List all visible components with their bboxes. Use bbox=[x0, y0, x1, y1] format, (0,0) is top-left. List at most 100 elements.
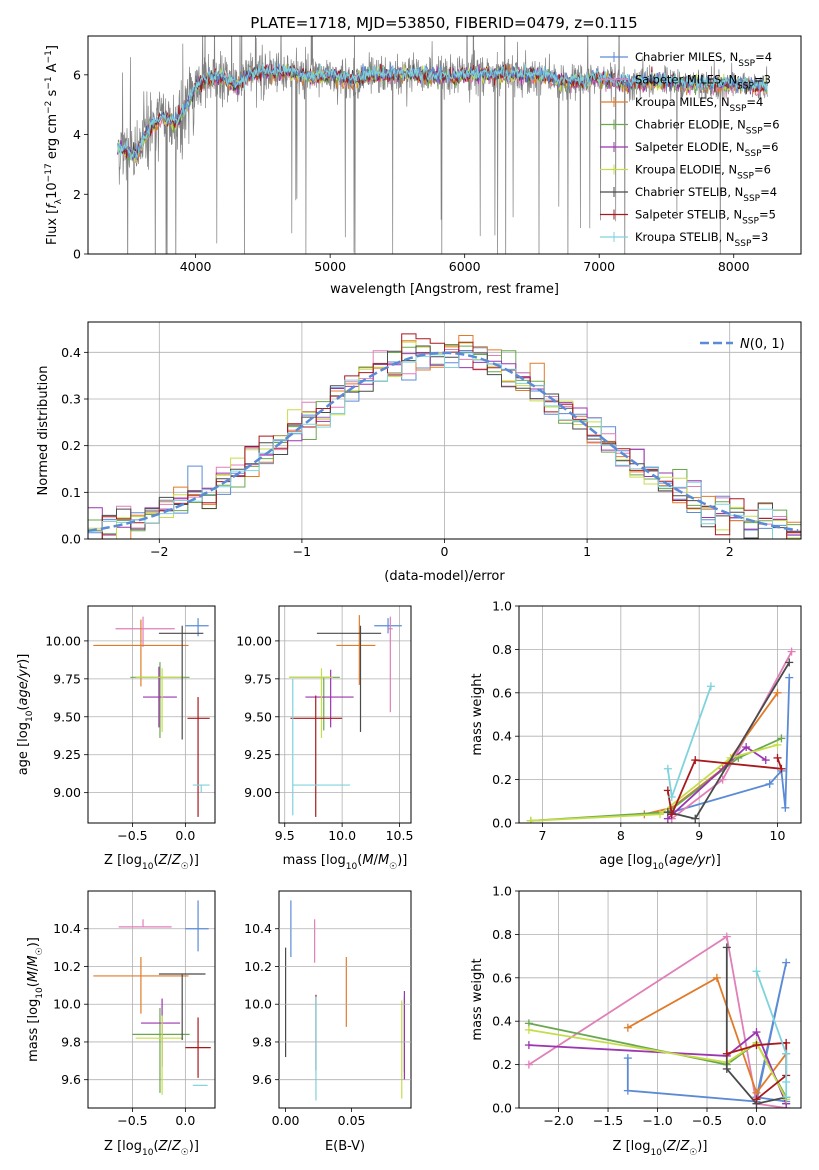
plot-area bbox=[93, 616, 210, 817]
label-part: Z [log bbox=[613, 1139, 651, 1154]
y-tick-label: 9.25 bbox=[53, 747, 81, 762]
label-part: 10 bbox=[652, 862, 664, 872]
plot-area bbox=[117, 36, 768, 254]
label-part: 10 bbox=[650, 1148, 662, 1158]
y-tick-label: 9.50 bbox=[244, 709, 272, 724]
y-axis-label: Normed distribution bbox=[36, 366, 51, 496]
axes-frame bbox=[518, 605, 802, 824]
label-part: 10 bbox=[35, 987, 45, 999]
label-part: −2 bbox=[44, 101, 54, 114]
x-tick-label: 10 bbox=[770, 828, 786, 843]
label-part: Z bbox=[666, 1139, 677, 1154]
axes-frame bbox=[278, 605, 412, 824]
y-tick-label: 10.0 bbox=[53, 997, 81, 1012]
y-tick-label: 0.2 bbox=[492, 772, 512, 787]
label-part: ☉ bbox=[181, 1148, 189, 1158]
axis-label: age [log10(age/yr)] bbox=[599, 853, 721, 872]
legend-label: Kroupa STELIB, NSSP=3 bbox=[635, 230, 768, 249]
label-part: mass [log bbox=[26, 999, 41, 1062]
label-part: Z bbox=[679, 1139, 690, 1154]
y-tick-label: 10.4 bbox=[53, 921, 81, 936]
y-tick-label: 9.75 bbox=[53, 671, 81, 686]
x-axis-label: (data-model)/error bbox=[384, 569, 505, 584]
label-part: Z bbox=[158, 853, 169, 868]
x-tick-label: 7 bbox=[539, 828, 547, 843]
y-tick-label: 0.0 bbox=[492, 1101, 512, 1116]
y-tick-label: 0.4 bbox=[61, 345, 81, 360]
x-axis-label: wavelength [Angstrom, rest frame] bbox=[330, 282, 559, 297]
legend-label: Salpeter MILES, NSSP=3 bbox=[635, 73, 771, 92]
label-part: =3 bbox=[754, 73, 771, 87]
label-part: Z bbox=[171, 853, 182, 868]
legend-label: Salpeter ELODIE, NSSP=6 bbox=[635, 140, 778, 159]
y-tick-label: 0.8 bbox=[492, 642, 512, 657]
plot-area bbox=[526, 647, 796, 823]
x-tick-label: −1.5 bbox=[593, 1113, 623, 1128]
y-tick-label: 9.50 bbox=[53, 709, 81, 724]
axes-frame bbox=[87, 35, 802, 255]
x-axis-label: Z [log10(Z/Z☉)] bbox=[613, 1139, 708, 1158]
x-tick-label: 8000 bbox=[718, 259, 750, 274]
y-axis-label: mass [log10(M/M☉)] bbox=[26, 937, 45, 1062]
legend-label: Chabrier MILES, NSSP=4 bbox=[635, 50, 772, 69]
y-tick-label: 9.00 bbox=[53, 785, 81, 800]
x-tick-label: 8 bbox=[617, 828, 625, 843]
axes-frame bbox=[518, 890, 802, 1109]
y-tick-label: 9.6 bbox=[252, 1072, 272, 1087]
axes-frame bbox=[87, 605, 216, 824]
y-tick-label: 0.0 bbox=[492, 816, 512, 831]
panel-spectrum: 4000 5000 6000 7000 8000 0 2 4 6 wavelength [Angs… bbox=[44, 35, 802, 297]
x-tick-label: −0.5 bbox=[117, 1113, 147, 1128]
weight-line bbox=[530, 737, 782, 822]
x-tick-label: 0.0 bbox=[175, 828, 195, 843]
label-part: / bbox=[167, 853, 172, 868]
x-tick-label: −1.0 bbox=[642, 1113, 672, 1128]
label-part: =4 bbox=[746, 95, 763, 109]
label-part: ( bbox=[357, 853, 362, 868]
label-part: ( bbox=[16, 706, 31, 711]
label-part: )] bbox=[189, 853, 199, 868]
label-part: s bbox=[45, 89, 60, 100]
label-part: Kroupa MILES, N bbox=[635, 95, 730, 109]
label-part: SSP bbox=[743, 194, 760, 204]
label-part: M bbox=[26, 971, 41, 982]
weight-line bbox=[644, 692, 779, 816]
plot-area bbox=[88, 333, 801, 539]
label-part: Kroupa STELIB, N bbox=[635, 230, 735, 244]
y-tick-label: 10.4 bbox=[244, 921, 272, 936]
label-part: 10 bbox=[142, 862, 154, 872]
x-tick-label: 1 bbox=[583, 544, 591, 559]
label-part: ☉ bbox=[35, 947, 45, 955]
label-part: Salpeter MILES, N bbox=[635, 73, 737, 87]
x-tick-label: 10.0 bbox=[328, 828, 356, 843]
label-part: =6 bbox=[754, 163, 771, 177]
label-part: Flux [ bbox=[45, 209, 60, 245]
x-tick-label: 0.0 bbox=[175, 1113, 195, 1128]
label-part: Z bbox=[171, 1139, 182, 1154]
label-part: Salpeter STELIB, N bbox=[635, 208, 742, 222]
x-axis-label: Z [log10(Z/Z☉)] bbox=[104, 1139, 199, 1158]
y-tick-label: 0 bbox=[73, 247, 81, 262]
label-part: Z bbox=[158, 1139, 169, 1154]
label-part: )] bbox=[26, 937, 41, 947]
y-tick-label: 9.75 bbox=[244, 671, 272, 686]
weight-line bbox=[755, 970, 788, 1098]
normal-curve bbox=[88, 351, 799, 533]
weight-line bbox=[666, 686, 712, 798]
y-tick-label: 10.0 bbox=[244, 997, 272, 1012]
label-part: Z [log bbox=[104, 1139, 142, 1154]
label-part: (0, 1) bbox=[750, 337, 785, 352]
label-part: =4 bbox=[760, 185, 777, 199]
label-part: / bbox=[676, 1139, 681, 1154]
x-tick-label: 2 bbox=[726, 544, 734, 559]
x-tick-label: 0.05 bbox=[338, 1113, 366, 1128]
panel-mass-vs-Z: −0.5 0.09.69.810.010.210.4Z [log10(Z/Z☉)]… bbox=[26, 890, 216, 1158]
x-axis-label: Z [log10(Z/Z☉)] bbox=[104, 853, 199, 872]
model-spectrum bbox=[117, 61, 768, 161]
label-part: Chabrier STELIB, N bbox=[635, 185, 743, 199]
weight-line bbox=[725, 947, 787, 1105]
x-tick-label: 7000 bbox=[583, 259, 615, 274]
label-part: )] bbox=[697, 1139, 707, 1154]
label-part: =6 bbox=[763, 118, 780, 132]
